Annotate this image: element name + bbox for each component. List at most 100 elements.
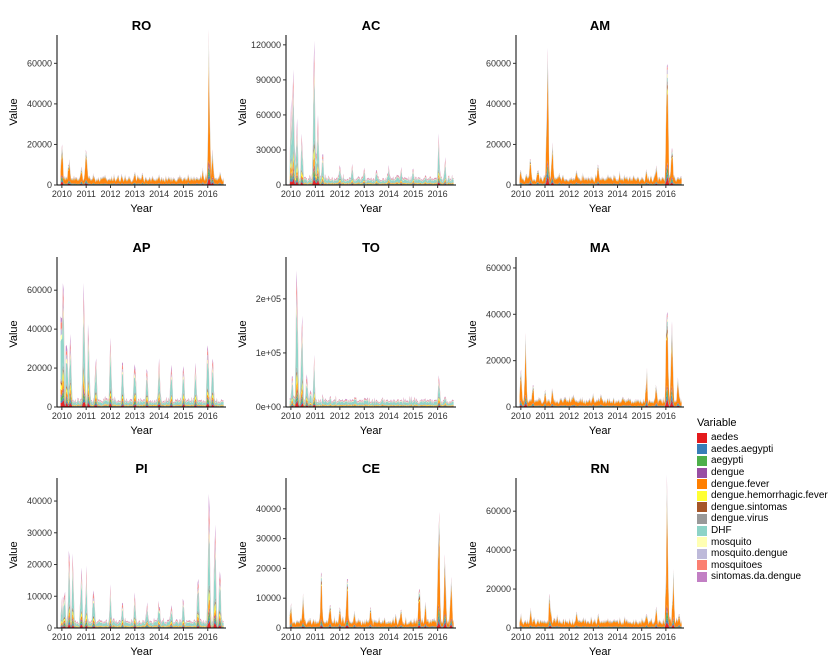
x-tick-label: 2012	[559, 411, 579, 421]
x-tick-label: 2011	[535, 189, 554, 199]
x-tick-label: 2014	[608, 632, 628, 642]
legend-item: mosquitoes	[697, 560, 828, 572]
panel-rn: RN 0 20000 40000 60000 2010 2011 2012 2013 2014 20…	[467, 461, 684, 658]
panel-ma: MA 0 20000 40000 60000 2010 2011 2012 2013 2014 20…	[467, 240, 684, 437]
area-sintomas-da-dengue	[60, 282, 224, 404]
x-tick-label: 2015	[173, 632, 193, 642]
y-tick-label: 20000	[486, 584, 511, 594]
x-tick-label: 2011	[306, 632, 325, 642]
area-aedes-aegypti	[519, 170, 682, 185]
area-dengue-sintomas	[519, 70, 682, 183]
x-axis-title: Year	[589, 646, 612, 658]
x-tick-label: 2012	[559, 632, 579, 642]
y-tick-label: 20000	[27, 363, 52, 373]
y-tick-label: 0	[47, 180, 52, 190]
area-aedes	[60, 178, 224, 185]
legend-item: aedes.aegypti	[697, 444, 828, 456]
y-tick-label: 0	[506, 180, 511, 190]
panel-title: RN	[591, 461, 610, 476]
area-dengue-sintomas	[289, 530, 454, 626]
area-mosquito	[60, 306, 224, 405]
y-axis-title: Value	[237, 320, 249, 347]
y-tick-label: 30000	[256, 145, 281, 155]
y-tick-label: 60000	[256, 110, 281, 120]
x-tick-label: 2013	[354, 632, 374, 642]
y-axis-title: Value	[8, 98, 20, 125]
x-tick-label: 2015	[403, 411, 423, 421]
area-dengue-fever	[519, 509, 682, 628]
legend-label: aegypti	[711, 455, 744, 467]
y-tick-label: 60000	[486, 58, 511, 68]
legend-item: DHF	[697, 525, 828, 537]
x-axis-title: Year	[589, 203, 612, 215]
area-aedes	[519, 622, 682, 628]
area-sintomas-da-dengue	[289, 511, 454, 625]
x-tick-label: 2011	[535, 632, 554, 642]
x-tick-label: 2010	[52, 411, 72, 421]
x-tick-label: 2014	[379, 411, 399, 421]
legend-key	[697, 560, 707, 571]
y-tick-label: 40000	[256, 504, 281, 514]
area-aedes	[289, 399, 454, 407]
y-tick-label: 0	[276, 180, 281, 190]
x-tick-label: 2010	[511, 189, 531, 199]
x-tick-label: 2016	[198, 411, 218, 421]
legend-item: mosquito.dengue	[697, 548, 828, 560]
area-dengue-virus	[289, 526, 454, 626]
y-tick-label: 60000	[486, 506, 511, 516]
panel-title: PI	[135, 461, 147, 476]
legend-key	[697, 444, 707, 455]
legend-item: dengue.fever	[697, 478, 828, 490]
panel-title: RO	[132, 18, 152, 33]
x-tick-label: 2016	[428, 411, 448, 421]
panel-pi: PI 0 10000 20000 30000 40000 2010 2011 2012 2013 2…	[8, 461, 226, 658]
area-DHF	[60, 44, 224, 183]
y-tick-label: 20000	[486, 356, 511, 366]
legend-label: mosquito	[711, 536, 752, 548]
area-dengue-hemorrhagic-fever	[519, 504, 682, 626]
x-tick-label: 2016	[656, 411, 676, 421]
legend-item: mosquito	[697, 536, 828, 548]
area-mosquito	[519, 318, 682, 404]
y-tick-label: 20000	[27, 560, 52, 570]
area-mosquitoes	[289, 513, 454, 625]
legend-label: dengue	[711, 467, 745, 479]
x-tick-label: 2013	[354, 189, 374, 199]
legend-item: dengue.virus	[697, 513, 828, 525]
area-aedes	[519, 398, 682, 407]
area-mosquitoes	[60, 31, 224, 182]
y-tick-label: 0	[47, 623, 52, 633]
area-mosquito-dengue	[519, 316, 682, 404]
y-tick-label: 0e+00	[256, 402, 281, 412]
area-mosquitoes	[519, 478, 682, 625]
y-axis-title: Value	[467, 320, 479, 347]
x-tick-label: 2013	[583, 632, 603, 642]
x-tick-label: 2010	[52, 632, 72, 642]
y-tick-label: 20000	[486, 139, 511, 149]
y-tick-label: 2e+05	[256, 294, 281, 304]
legend-item: aedes	[697, 432, 828, 444]
y-tick-label: 120000	[251, 40, 281, 50]
legend-label: dengue.sintomas	[711, 501, 788, 513]
y-tick-label: 60000	[27, 285, 52, 295]
x-tick-label: 2012	[100, 632, 120, 642]
area-DHF	[289, 522, 454, 626]
y-tick-label: 1e+05	[256, 348, 281, 358]
x-axis-title: Year	[360, 203, 383, 215]
x-tick-label: 2012	[559, 189, 579, 199]
x-tick-label: 2013	[583, 411, 603, 421]
legend-label: aedes.aegypti	[711, 443, 774, 455]
panel-title: MA	[590, 240, 611, 255]
area-mosquito	[60, 39, 224, 182]
x-axis-title: Year	[130, 425, 153, 437]
area-DHF	[519, 491, 682, 625]
y-tick-label: 40000	[27, 324, 52, 334]
x-tick-label: 2013	[583, 189, 603, 199]
legend-key	[697, 432, 707, 443]
legend-label: mosquitoes	[711, 559, 763, 571]
area-dengue-hemorrhagic-fever	[289, 536, 454, 626]
area-dengue-virus	[519, 66, 682, 182]
x-tick-label: 2010	[281, 411, 301, 421]
x-tick-label: 2015	[403, 189, 423, 199]
